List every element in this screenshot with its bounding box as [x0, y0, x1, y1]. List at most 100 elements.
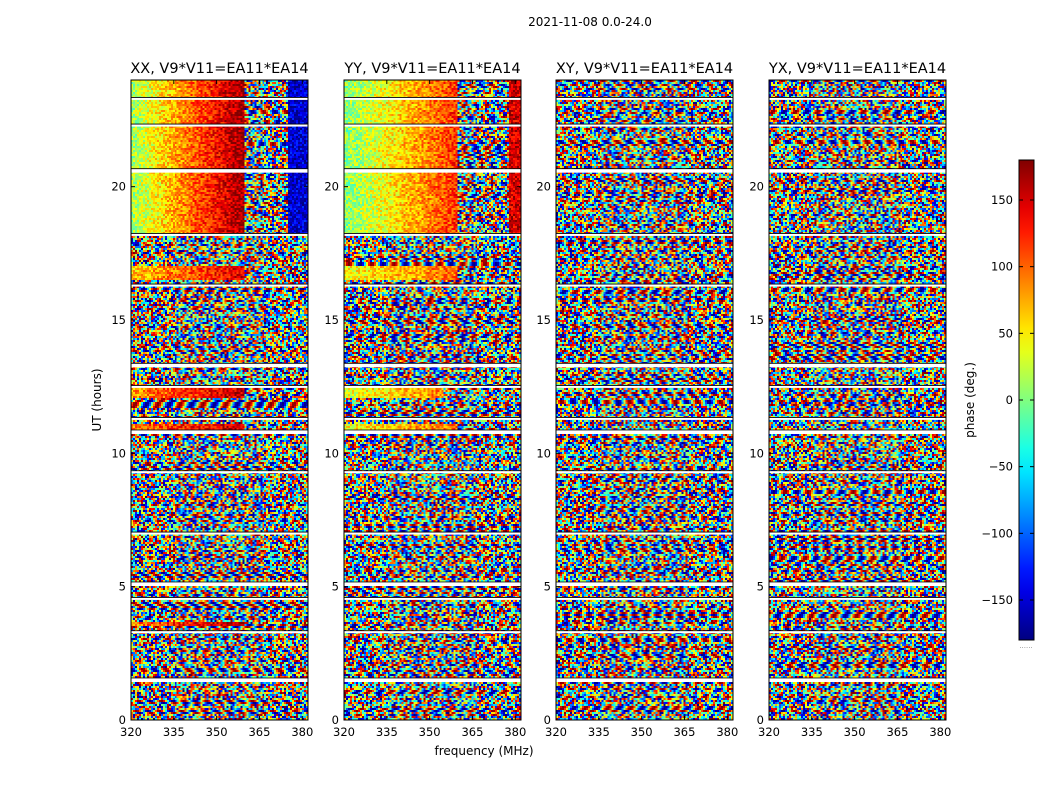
flagged-gap [556, 430, 733, 434]
x-axis-label: frequency (MHz) [434, 744, 533, 758]
flagged-gap [131, 430, 308, 434]
flagged-gap [769, 385, 946, 388]
panel-title: YX, V9*V11=EA11*EA14 [768, 61, 946, 77]
x-tick-label: 380 [716, 725, 738, 739]
y-tick-label: 5 [119, 580, 126, 594]
y-tick-label: 10 [111, 446, 126, 460]
flagged-gap [556, 417, 733, 420]
flagged-gap [344, 470, 521, 474]
flagged-gap [344, 430, 521, 434]
flagged-gap [344, 678, 521, 682]
flagged-gap [131, 630, 308, 634]
panel-title: XX, V9*V11=EA11*EA14 [130, 61, 308, 77]
flagged-gap [556, 168, 733, 173]
flagged-gap [556, 597, 733, 600]
x-tick-label: 380 [929, 725, 951, 739]
flagged-gap [344, 124, 521, 127]
flagged-gap [556, 363, 733, 368]
y-tick-label: 15 [111, 313, 126, 327]
y-tick-label: 20 [536, 180, 551, 194]
flagged-gap [131, 417, 308, 420]
phase-heatmap [131, 80, 308, 720]
plot-frame [555, 79, 734, 721]
flagged-gap [556, 470, 733, 474]
y-axis-label: UT (hours) [90, 368, 104, 431]
flagged-gap [131, 385, 308, 388]
x-tick-label: 320 [120, 725, 142, 739]
flagged-gap [131, 363, 308, 368]
x-tick-label: 320 [758, 725, 780, 739]
x-tick-label: 350 [844, 725, 866, 739]
flagged-gap [344, 233, 521, 236]
flagged-gap [769, 284, 946, 287]
x-tick-label: 350 [631, 725, 653, 739]
panels: XX, V9*V11=EA11*EA14 320 335 350 365 380 0 5 10 1… [111, 61, 951, 739]
y-tick-label: 20 [749, 180, 764, 194]
colorbar-tick-label: −100 [981, 526, 1013, 540]
flagged-gap [769, 470, 946, 474]
phase-heatmap [556, 80, 733, 720]
x-tick-label: 380 [504, 725, 526, 739]
y-tick-label: 0 [757, 713, 764, 727]
flagged-gap [556, 97, 733, 100]
x-tick-label: 365 [248, 725, 270, 739]
flagged-gap [131, 532, 308, 535]
y-tick-label: 20 [324, 180, 339, 194]
y-tick-label: 0 [332, 713, 339, 727]
flagged-gap [131, 582, 308, 586]
flagged-gap [131, 168, 308, 173]
panel-yx: YX, V9*V11=EA11*EA14 320 335 350 365 380 0 5 10 1… [749, 61, 951, 739]
flagged-gap [344, 532, 521, 535]
flagged-gap [344, 582, 521, 586]
flagged-gap [769, 532, 946, 535]
flagged-gap [556, 630, 733, 634]
y-tick-label: 0 [544, 713, 551, 727]
flagged-gap [556, 124, 733, 127]
flagged-gap [344, 630, 521, 634]
flagged-gap [556, 532, 733, 535]
x-tick-label: 335 [376, 725, 398, 739]
flagged-gap [344, 168, 521, 173]
colorbar-tick-label: 50 [998, 326, 1013, 340]
flagged-gap [556, 284, 733, 287]
flagged-gap [131, 470, 308, 474]
panel-xx: XX, V9*V11=EA11*EA14 320 335 350 365 380 0 5 10 1… [111, 61, 313, 739]
y-tick-label: 0 [119, 713, 126, 727]
flagged-gap [131, 678, 308, 682]
flagged-gap [769, 97, 946, 100]
flagged-gap [131, 284, 308, 287]
x-tick-label: 380 [291, 725, 313, 739]
panel-xy: XY, V9*V11=EA11*EA14 320 335 350 365 380 0 5 10 1… [536, 61, 738, 739]
plot-frame [343, 79, 522, 721]
y-tick-label: 15 [536, 313, 551, 327]
x-tick-label: 365 [886, 725, 908, 739]
flagged-gap [556, 582, 733, 586]
panel-title: XY, V9*V11=EA11*EA14 [556, 61, 733, 77]
flagged-gap [131, 233, 308, 236]
colorbar-tick-label: 0 [1006, 393, 1013, 407]
colorbar-tick-label: 150 [991, 193, 1013, 207]
flagged-gap [769, 417, 946, 420]
colorbar-tick-label: −50 [989, 460, 1013, 474]
y-tick-label: 5 [332, 580, 339, 594]
y-tick-label: 15 [324, 313, 339, 327]
y-tick-label: 5 [544, 580, 551, 594]
x-tick-label: 365 [461, 725, 483, 739]
colorbar-tick-label: −150 [981, 593, 1013, 607]
y-tick-label: 15 [749, 313, 764, 327]
x-tick-label: 320 [333, 725, 355, 739]
flagged-gap [344, 417, 521, 420]
flagged-gap [344, 284, 521, 287]
x-tick-label: 335 [163, 725, 185, 739]
flagged-gap [556, 678, 733, 682]
colorbar-tick-label: 100 [991, 260, 1013, 274]
flagged-gap [131, 97, 308, 100]
flagged-gap [344, 363, 521, 368]
colorbar: 150 100 50 0 −50 −100 −150 [981, 159, 1035, 641]
x-tick-label: 335 [588, 725, 610, 739]
colorbar-label: phase (deg.) [963, 362, 977, 438]
y-tick-label: 10 [324, 446, 339, 460]
x-tick-label: 350 [206, 725, 228, 739]
y-tick-label: 10 [536, 446, 551, 460]
